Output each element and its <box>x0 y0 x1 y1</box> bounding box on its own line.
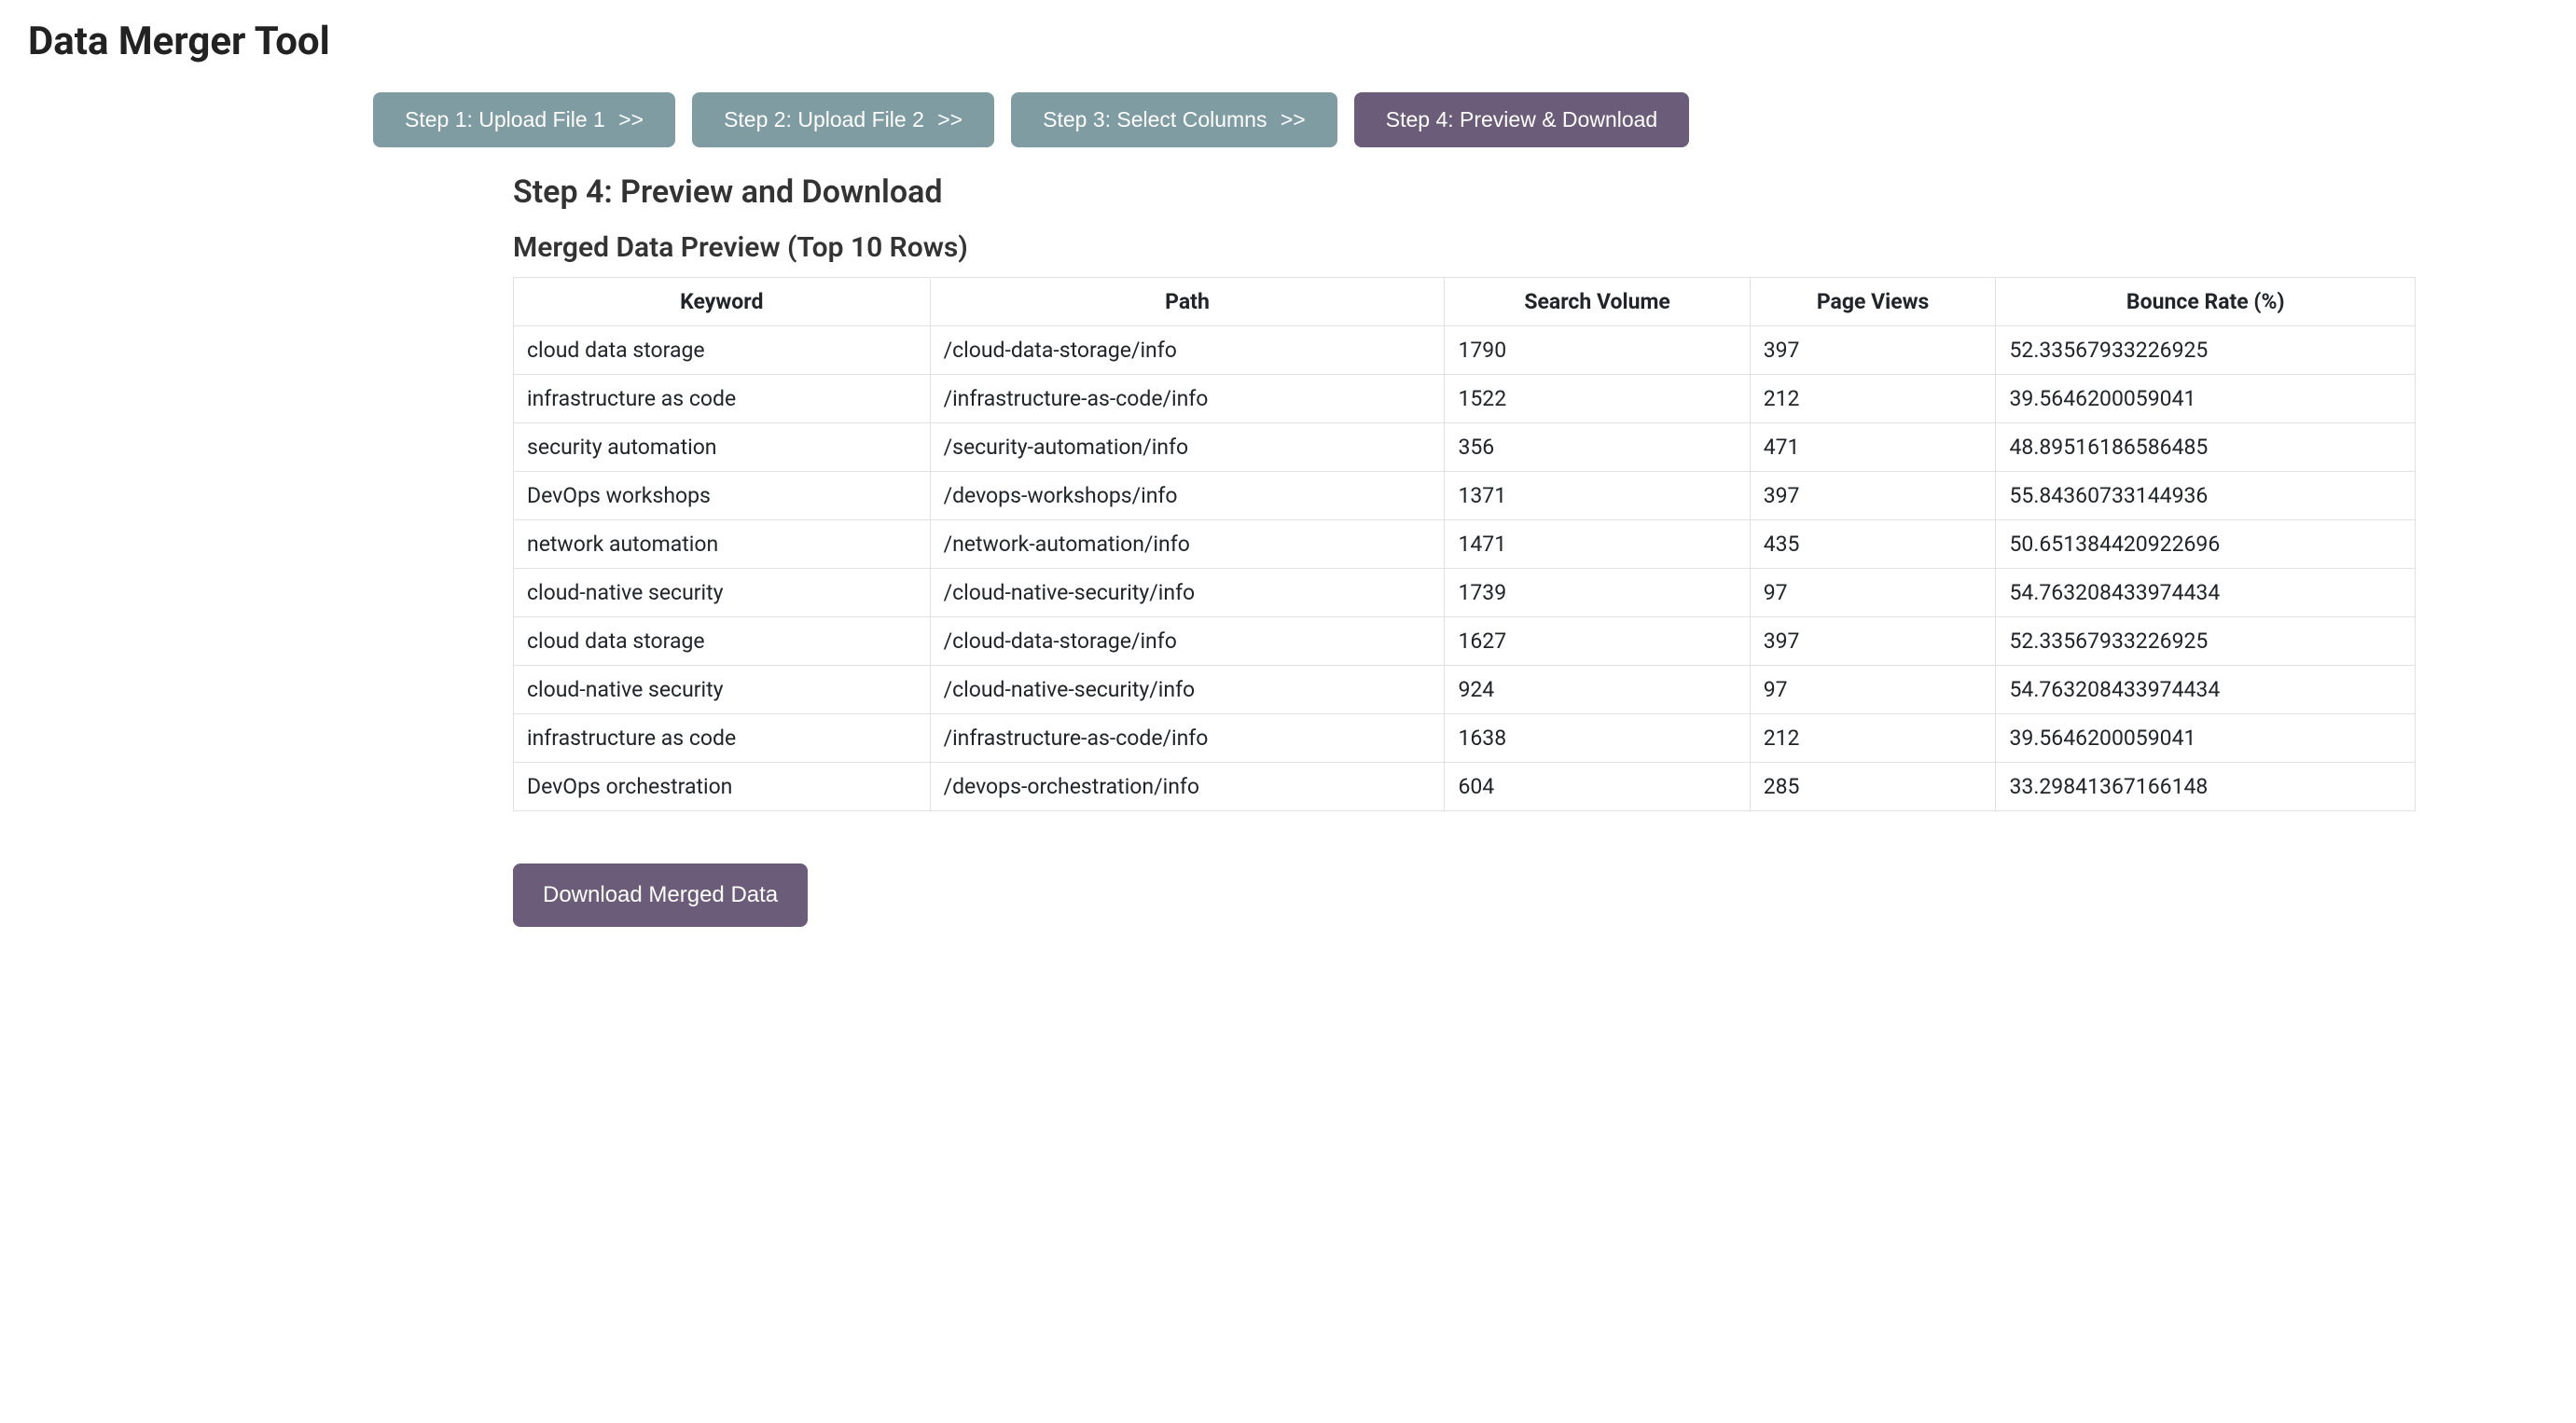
table-cell: DevOps workshops <box>514 472 931 520</box>
step-4-button[interactable]: Step 4: Preview & Download <box>1354 92 1690 147</box>
col-path: Path <box>930 278 1445 326</box>
table-row: cloud-native security/cloud-native-secur… <box>514 666 2416 714</box>
table-row: cloud-native security/cloud-native-secur… <box>514 569 2416 617</box>
table-cell: /infrastructure-as-code/info <box>930 714 1445 763</box>
col-page-views: Page Views <box>1750 278 1996 326</box>
step-2-label: Step 2: Upload File 2 <box>724 107 924 131</box>
table-cell: 1638 <box>1445 714 1750 763</box>
table-cell: 1471 <box>1445 520 1750 569</box>
table-cell: security automation <box>514 423 931 472</box>
main-content: Step 4: Preview and Download Merged Data… <box>513 173 2416 927</box>
table-cell: 39.5646200059041 <box>1996 714 2416 763</box>
table-header-row: Keyword Path Search Volume Page Views Bo… <box>514 278 2416 326</box>
table-cell: 50.651384420922696 <box>1996 520 2416 569</box>
table-row: network automation/network-automation/in… <box>514 520 2416 569</box>
col-keyword: Keyword <box>514 278 931 326</box>
table-row: DevOps orchestration/devops-orchestratio… <box>514 763 2416 811</box>
table-cell: 1371 <box>1445 472 1750 520</box>
table-cell: cloud-native security <box>514 569 931 617</box>
table-row: infrastructure as code/infrastructure-as… <box>514 375 2416 423</box>
step-1-label: Step 1: Upload File 1 <box>405 107 605 131</box>
table-cell: 397 <box>1750 326 1996 375</box>
chevron-right-icon: >> <box>937 107 963 131</box>
table-row: cloud data storage/cloud-data-storage/in… <box>514 617 2416 666</box>
table-cell: 1627 <box>1445 617 1750 666</box>
table-cell: 212 <box>1750 375 1996 423</box>
step-2-button[interactable]: Step 2: Upload File 2 >> <box>692 92 994 147</box>
table-cell: 212 <box>1750 714 1996 763</box>
table-cell: 48.89516186586485 <box>1996 423 2416 472</box>
table-cell: /cloud-data-storage/info <box>930 617 1445 666</box>
chevron-right-icon: >> <box>618 107 644 131</box>
step-1-button[interactable]: Step 1: Upload File 1 >> <box>373 92 675 147</box>
table-cell: cloud data storage <box>514 617 931 666</box>
table-row: cloud data storage/cloud-data-storage/in… <box>514 326 2416 375</box>
table-cell: 924 <box>1445 666 1750 714</box>
table-body: cloud data storage/cloud-data-storage/in… <box>514 326 2416 811</box>
table-cell: 33.29841367166148 <box>1996 763 2416 811</box>
table-cell: 52.33567933226925 <box>1996 617 2416 666</box>
table-cell: 397 <box>1750 617 1996 666</box>
table-cell: 356 <box>1445 423 1750 472</box>
table-cell: infrastructure as code <box>514 714 931 763</box>
table-cell: 604 <box>1445 763 1750 811</box>
table-cell: network automation <box>514 520 931 569</box>
table-cell: 1790 <box>1445 326 1750 375</box>
table-cell: /devops-workshops/info <box>930 472 1445 520</box>
table-cell: 39.5646200059041 <box>1996 375 2416 423</box>
table-cell: infrastructure as code <box>514 375 931 423</box>
step-heading: Step 4: Preview and Download <box>513 173 2416 211</box>
table-cell: 435 <box>1750 520 1996 569</box>
table-cell: /security-automation/info <box>930 423 1445 472</box>
table-cell: /cloud-data-storage/info <box>930 326 1445 375</box>
table-cell: DevOps orchestration <box>514 763 931 811</box>
step-3-button[interactable]: Step 3: Select Columns >> <box>1011 92 1337 147</box>
col-search-volume: Search Volume <box>1445 278 1750 326</box>
table-cell: 397 <box>1750 472 1996 520</box>
table-cell: /network-automation/info <box>930 520 1445 569</box>
table-cell: 1522 <box>1445 375 1750 423</box>
download-button[interactable]: Download Merged Data <box>513 863 808 927</box>
table-cell: cloud-native security <box>514 666 931 714</box>
table-cell: 97 <box>1750 666 1996 714</box>
table-row: infrastructure as code/infrastructure-as… <box>514 714 2416 763</box>
table-cell: 97 <box>1750 569 1996 617</box>
table-cell: cloud data storage <box>514 326 931 375</box>
table-cell: /devops-orchestration/info <box>930 763 1445 811</box>
stepper: Step 1: Upload File 1 >> Step 2: Upload … <box>373 92 2548 147</box>
table-cell: 1739 <box>1445 569 1750 617</box>
preview-subtitle: Merged Data Preview (Top 10 Rows) <box>513 231 2416 264</box>
table-cell: 471 <box>1750 423 1996 472</box>
table-cell: /cloud-native-security/info <box>930 666 1445 714</box>
step-4-label: Step 4: Preview & Download <box>1386 107 1658 131</box>
table-row: security automation/security-automation/… <box>514 423 2416 472</box>
step-3-label: Step 3: Select Columns <box>1043 107 1267 131</box>
table-cell: 54.763208433974434 <box>1996 666 2416 714</box>
table-cell: 55.84360733144936 <box>1996 472 2416 520</box>
merged-data-table: Keyword Path Search Volume Page Views Bo… <box>513 277 2416 811</box>
table-cell: /cloud-native-security/info <box>930 569 1445 617</box>
page-title: Data Merger Tool <box>28 19 2548 64</box>
chevron-right-icon: >> <box>1281 107 1306 131</box>
table-cell: 285 <box>1750 763 1996 811</box>
col-bounce-rate: Bounce Rate (%) <box>1996 278 2416 326</box>
table-cell: 54.763208433974434 <box>1996 569 2416 617</box>
table-row: DevOps workshops/devops-workshops/info13… <box>514 472 2416 520</box>
table-cell: /infrastructure-as-code/info <box>930 375 1445 423</box>
table-cell: 52.33567933226925 <box>1996 326 2416 375</box>
